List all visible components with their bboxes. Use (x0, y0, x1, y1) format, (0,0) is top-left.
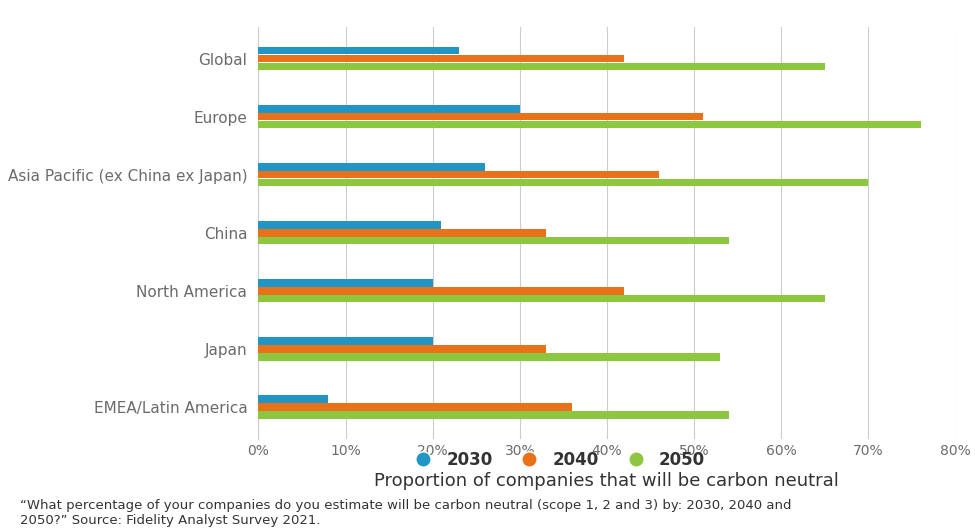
Bar (258, 295, 825, 302)
Bar (258, 237, 729, 244)
Bar (258, 411, 729, 419)
Bar (258, 113, 703, 120)
Bar (258, 395, 328, 403)
Bar (258, 229, 546, 237)
Bar (258, 63, 825, 70)
Bar (258, 403, 572, 411)
Bar (258, 55, 624, 62)
Bar (258, 353, 721, 361)
Bar (258, 345, 546, 353)
Legend: 2030, 2040, 2050: 2030, 2040, 2050 (400, 444, 712, 476)
Bar (258, 47, 459, 54)
Text: “What percentage of your companies do you estimate will be carbon neutral (scope: “What percentage of your companies do yo… (20, 498, 791, 527)
Bar (258, 287, 624, 295)
Bar (258, 163, 485, 171)
Bar (258, 105, 520, 113)
Bar (258, 221, 442, 229)
Bar (258, 337, 433, 345)
Bar (258, 121, 920, 128)
Bar (258, 171, 659, 178)
Bar (258, 179, 869, 186)
X-axis label: Proportion of companies that will be carbon neutral: Proportion of companies that will be car… (374, 472, 839, 489)
Bar (258, 279, 433, 287)
